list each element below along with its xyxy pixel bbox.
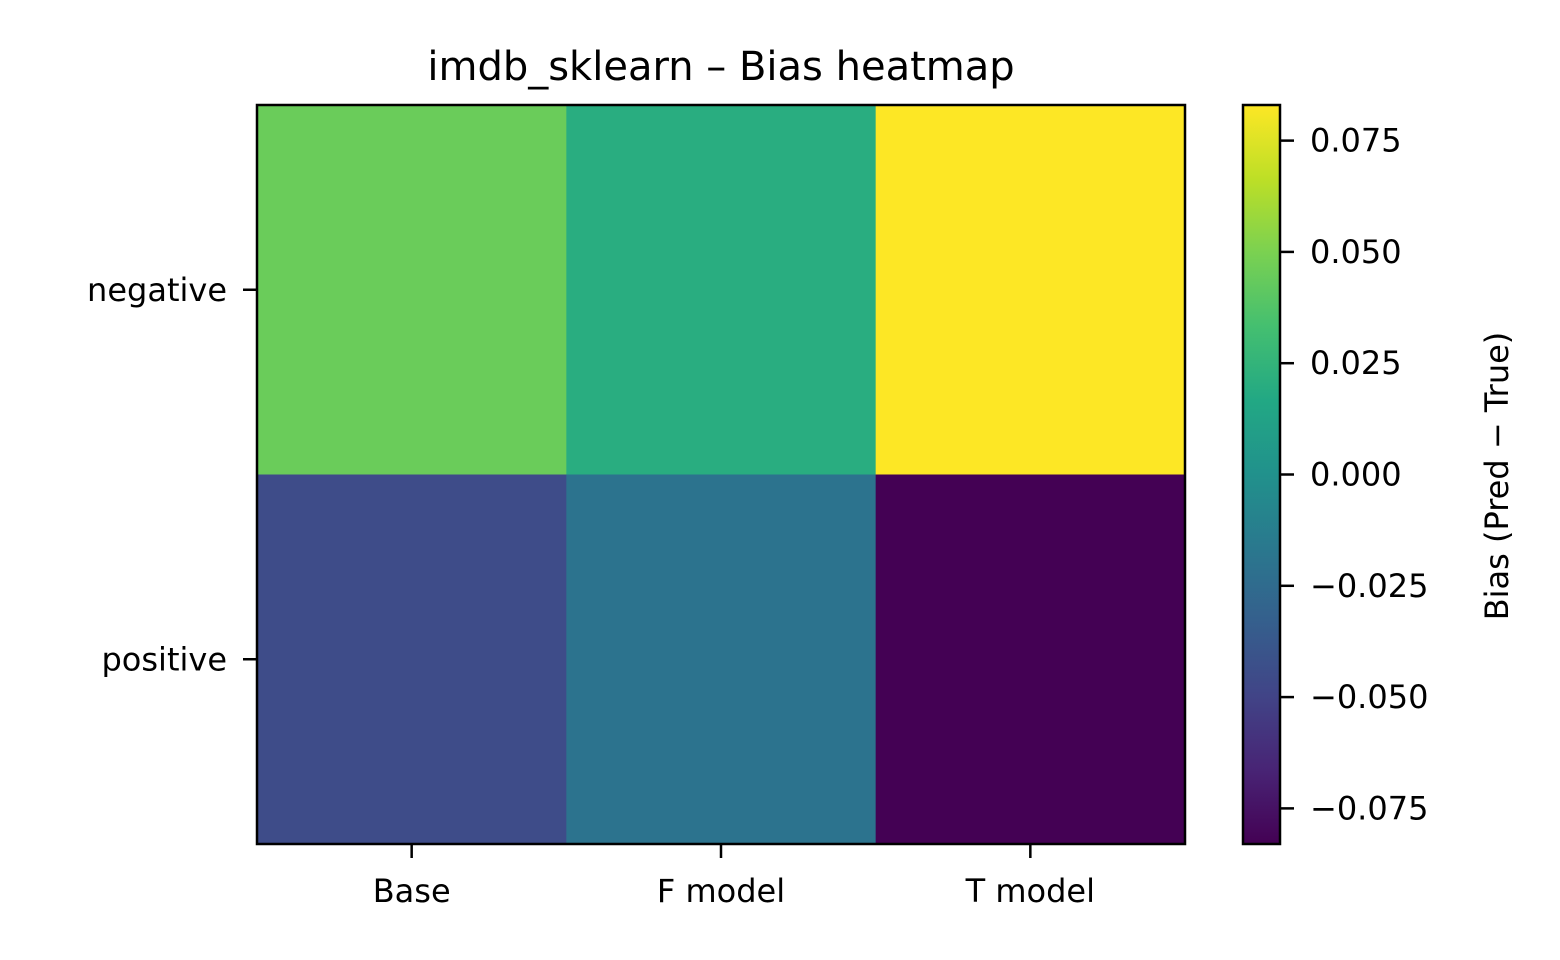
heatmap-cell-negative-f-model <box>566 105 877 475</box>
colorbar-tick-label: 0.025 <box>1310 344 1402 382</box>
colorbar-tick-label: 0.050 <box>1310 233 1402 271</box>
heatmap-cell-negative-t-model <box>875 105 1186 475</box>
colorbar-tick-label: 0.075 <box>1310 122 1402 160</box>
y-axis: negative positive <box>87 271 257 678</box>
colorbar <box>1241 103 1282 846</box>
heatmap-cells <box>257 105 1186 845</box>
colorbar-tick-label: −0.050 <box>1310 678 1428 716</box>
x-tick-label: Base <box>373 872 451 910</box>
chart-title: imdb_sklearn – Bias heatmap <box>427 44 1014 90</box>
heatmap-cell-negative-base <box>257 105 567 475</box>
heatmap-cell-positive-base <box>257 474 567 845</box>
x-axis: Base F model T model <box>373 844 1095 910</box>
heatmap-cell-positive-f-model <box>566 474 877 845</box>
colorbar-label: Bias (Pred − True) <box>1478 332 1516 621</box>
heatmap-cell-positive-t-model <box>875 474 1186 845</box>
x-tick-label: F model <box>657 872 785 910</box>
y-tick-label: positive <box>101 640 227 678</box>
x-tick-label: T model <box>965 872 1095 910</box>
colorbar-tick-label: −0.075 <box>1310 789 1428 827</box>
y-tick-label: negative <box>87 271 227 309</box>
colorbar-tick-label: 0.000 <box>1310 456 1402 494</box>
colorbar-ticks: 0.075 0.050 0.025 0.000 −0.025 −0.050 −0.075 <box>1280 122 1428 827</box>
colorbar-tick-label: −0.025 <box>1310 567 1428 605</box>
